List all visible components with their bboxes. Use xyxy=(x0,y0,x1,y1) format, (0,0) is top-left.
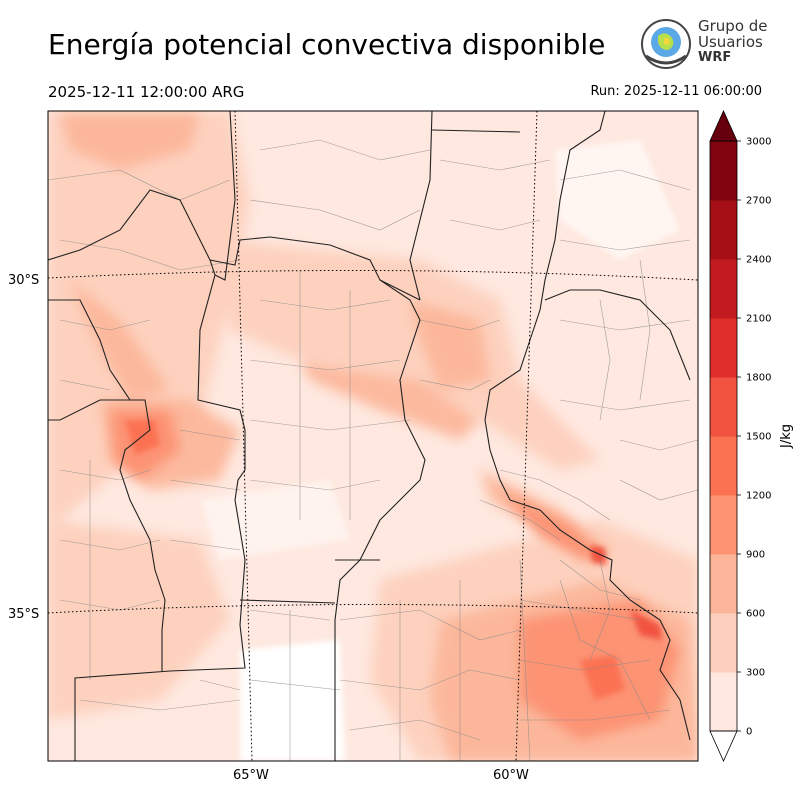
colorbar-unit-label: J/kg xyxy=(779,424,794,449)
colorbar-segment xyxy=(710,554,737,614)
cape-band-diagonal xyxy=(220,240,600,470)
cape-band-north-600 xyxy=(60,111,200,170)
colorbar-tick-label: 300 xyxy=(746,668,765,679)
logo-text: Grupo de Usuarios WRF xyxy=(698,18,768,66)
cape-ridge-west xyxy=(70,280,170,400)
colorbar-tick-label: 600 xyxy=(746,609,765,620)
colorbar-segment xyxy=(710,200,737,260)
logo-line-3: WRF xyxy=(698,50,732,65)
colorbar-segment xyxy=(710,318,737,378)
colorbar-tick-label: 2700 xyxy=(746,196,771,207)
colorbar-segment xyxy=(710,259,737,319)
colorbar-tick-label: 1200 xyxy=(746,491,771,502)
lon-label-65w: 65°W xyxy=(233,768,269,783)
cape-ridge-center xyxy=(300,360,480,440)
colorbar-tick-label: 1800 xyxy=(746,373,771,384)
cape-low-area-center xyxy=(200,480,350,560)
graticule-35s xyxy=(48,604,698,614)
graticule-60w xyxy=(515,111,538,761)
colorbar-segment xyxy=(710,613,737,673)
graticule-65w xyxy=(234,111,253,761)
cape-peak-delta xyxy=(590,545,606,565)
colorbar-tick-label: 2100 xyxy=(746,314,771,325)
colorbar-tick-label: 0 xyxy=(746,727,752,738)
cape-peak-west xyxy=(125,420,160,455)
page-title: Energía potencial convectiva disponible xyxy=(48,28,606,61)
cape-cluster-center xyxy=(410,300,490,390)
colorbar-tick-label: 2400 xyxy=(746,255,771,266)
run-time: Run: 2025-12-11 06:00:00 xyxy=(590,84,762,99)
colorbar-segment xyxy=(710,436,737,496)
colorbar-segment xyxy=(710,672,737,732)
cape-low-area-north xyxy=(555,140,680,260)
cape-field xyxy=(48,111,698,761)
colorbar-tick-label: 3000 xyxy=(746,137,771,148)
cape-peak-southeast xyxy=(580,655,625,700)
colorbar-tick-label: 1500 xyxy=(746,432,771,443)
globe-emblem-icon xyxy=(641,19,691,69)
lon-label-60w: 60°W xyxy=(493,768,529,783)
valid-time: 2025-12-11 12:00:00 ARG xyxy=(48,83,245,101)
department-boundaries xyxy=(48,139,698,761)
cape-peak-coast xyxy=(630,610,662,640)
colorbar-segment xyxy=(710,141,737,201)
colorbar-extend-max xyxy=(709,110,738,142)
colorbar-segment xyxy=(710,377,737,437)
boundaries xyxy=(48,111,698,761)
map-frame xyxy=(47,110,699,762)
graticule-30s xyxy=(48,269,698,281)
logo-line-2: Usuarios xyxy=(698,33,763,51)
wrf-logo: Grupo de Usuarios WRF xyxy=(638,16,768,76)
lat-label-35s: 35°S xyxy=(8,607,39,622)
colorbar-extend-min xyxy=(709,730,738,762)
colorbar-tick-label: 900 xyxy=(746,550,765,561)
cape-core-river xyxy=(500,490,600,560)
lat-label-30s: 30°S xyxy=(8,273,39,288)
cape-low-area-west xyxy=(240,640,345,761)
logo-line-1: Grupo de xyxy=(698,17,768,35)
colorbar-segment xyxy=(710,495,737,555)
province-boundaries xyxy=(48,111,691,761)
graticule xyxy=(48,111,698,761)
colorbar: 0 300 600 900 1200 1500 1800 2100 2400 2700 3000 xyxy=(709,110,771,762)
